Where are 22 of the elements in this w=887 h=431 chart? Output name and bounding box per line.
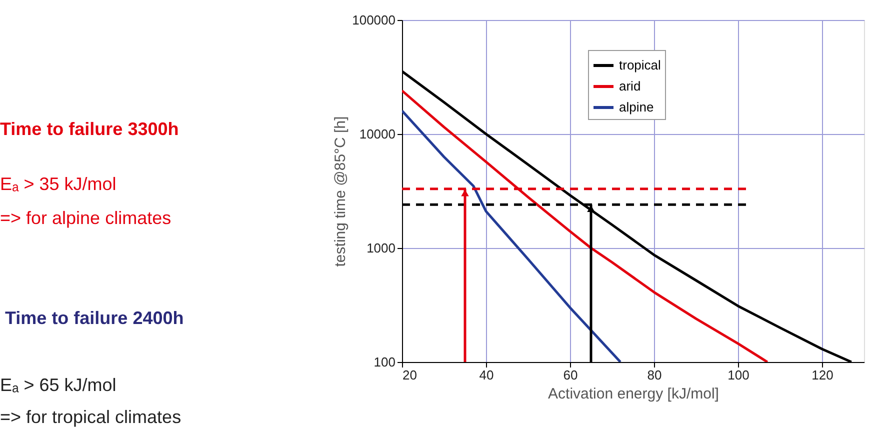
legend-label: arid (619, 78, 641, 94)
x-tick-label: 20 (402, 368, 417, 382)
y-tick-label: 100000 (352, 12, 396, 28)
text: Eₐ > 35 kJ/mol (0, 174, 116, 194)
y-axis-title: testing time @85°C [h] (332, 116, 350, 267)
legend-label: alpine (619, 100, 654, 114)
text: => for tropical climates (0, 407, 182, 427)
text: Time to failure 2400h (5, 308, 184, 328)
x-tick-label: 40 (479, 368, 494, 382)
y-tick-label: 1000 (366, 240, 396, 256)
legend-label: tropical (619, 58, 662, 72)
x-tick-label: 60 (563, 368, 578, 382)
x-tick-label: 100 (728, 368, 750, 382)
text: => for alpine climates (0, 208, 172, 228)
y-tick-label: 10000 (359, 126, 396, 142)
x-tick-label: 80 (647, 368, 662, 382)
line-series (402, 89, 769, 362)
x-axis-title: Activation energy [kJ/mol] (548, 386, 719, 402)
text: Eₐ > 65 kJ/mol (0, 375, 116, 395)
x-tick-label: 120 (812, 368, 834, 382)
text: Time to failure 3300h (0, 119, 179, 139)
y-tick-label: 100 (374, 354, 396, 370)
